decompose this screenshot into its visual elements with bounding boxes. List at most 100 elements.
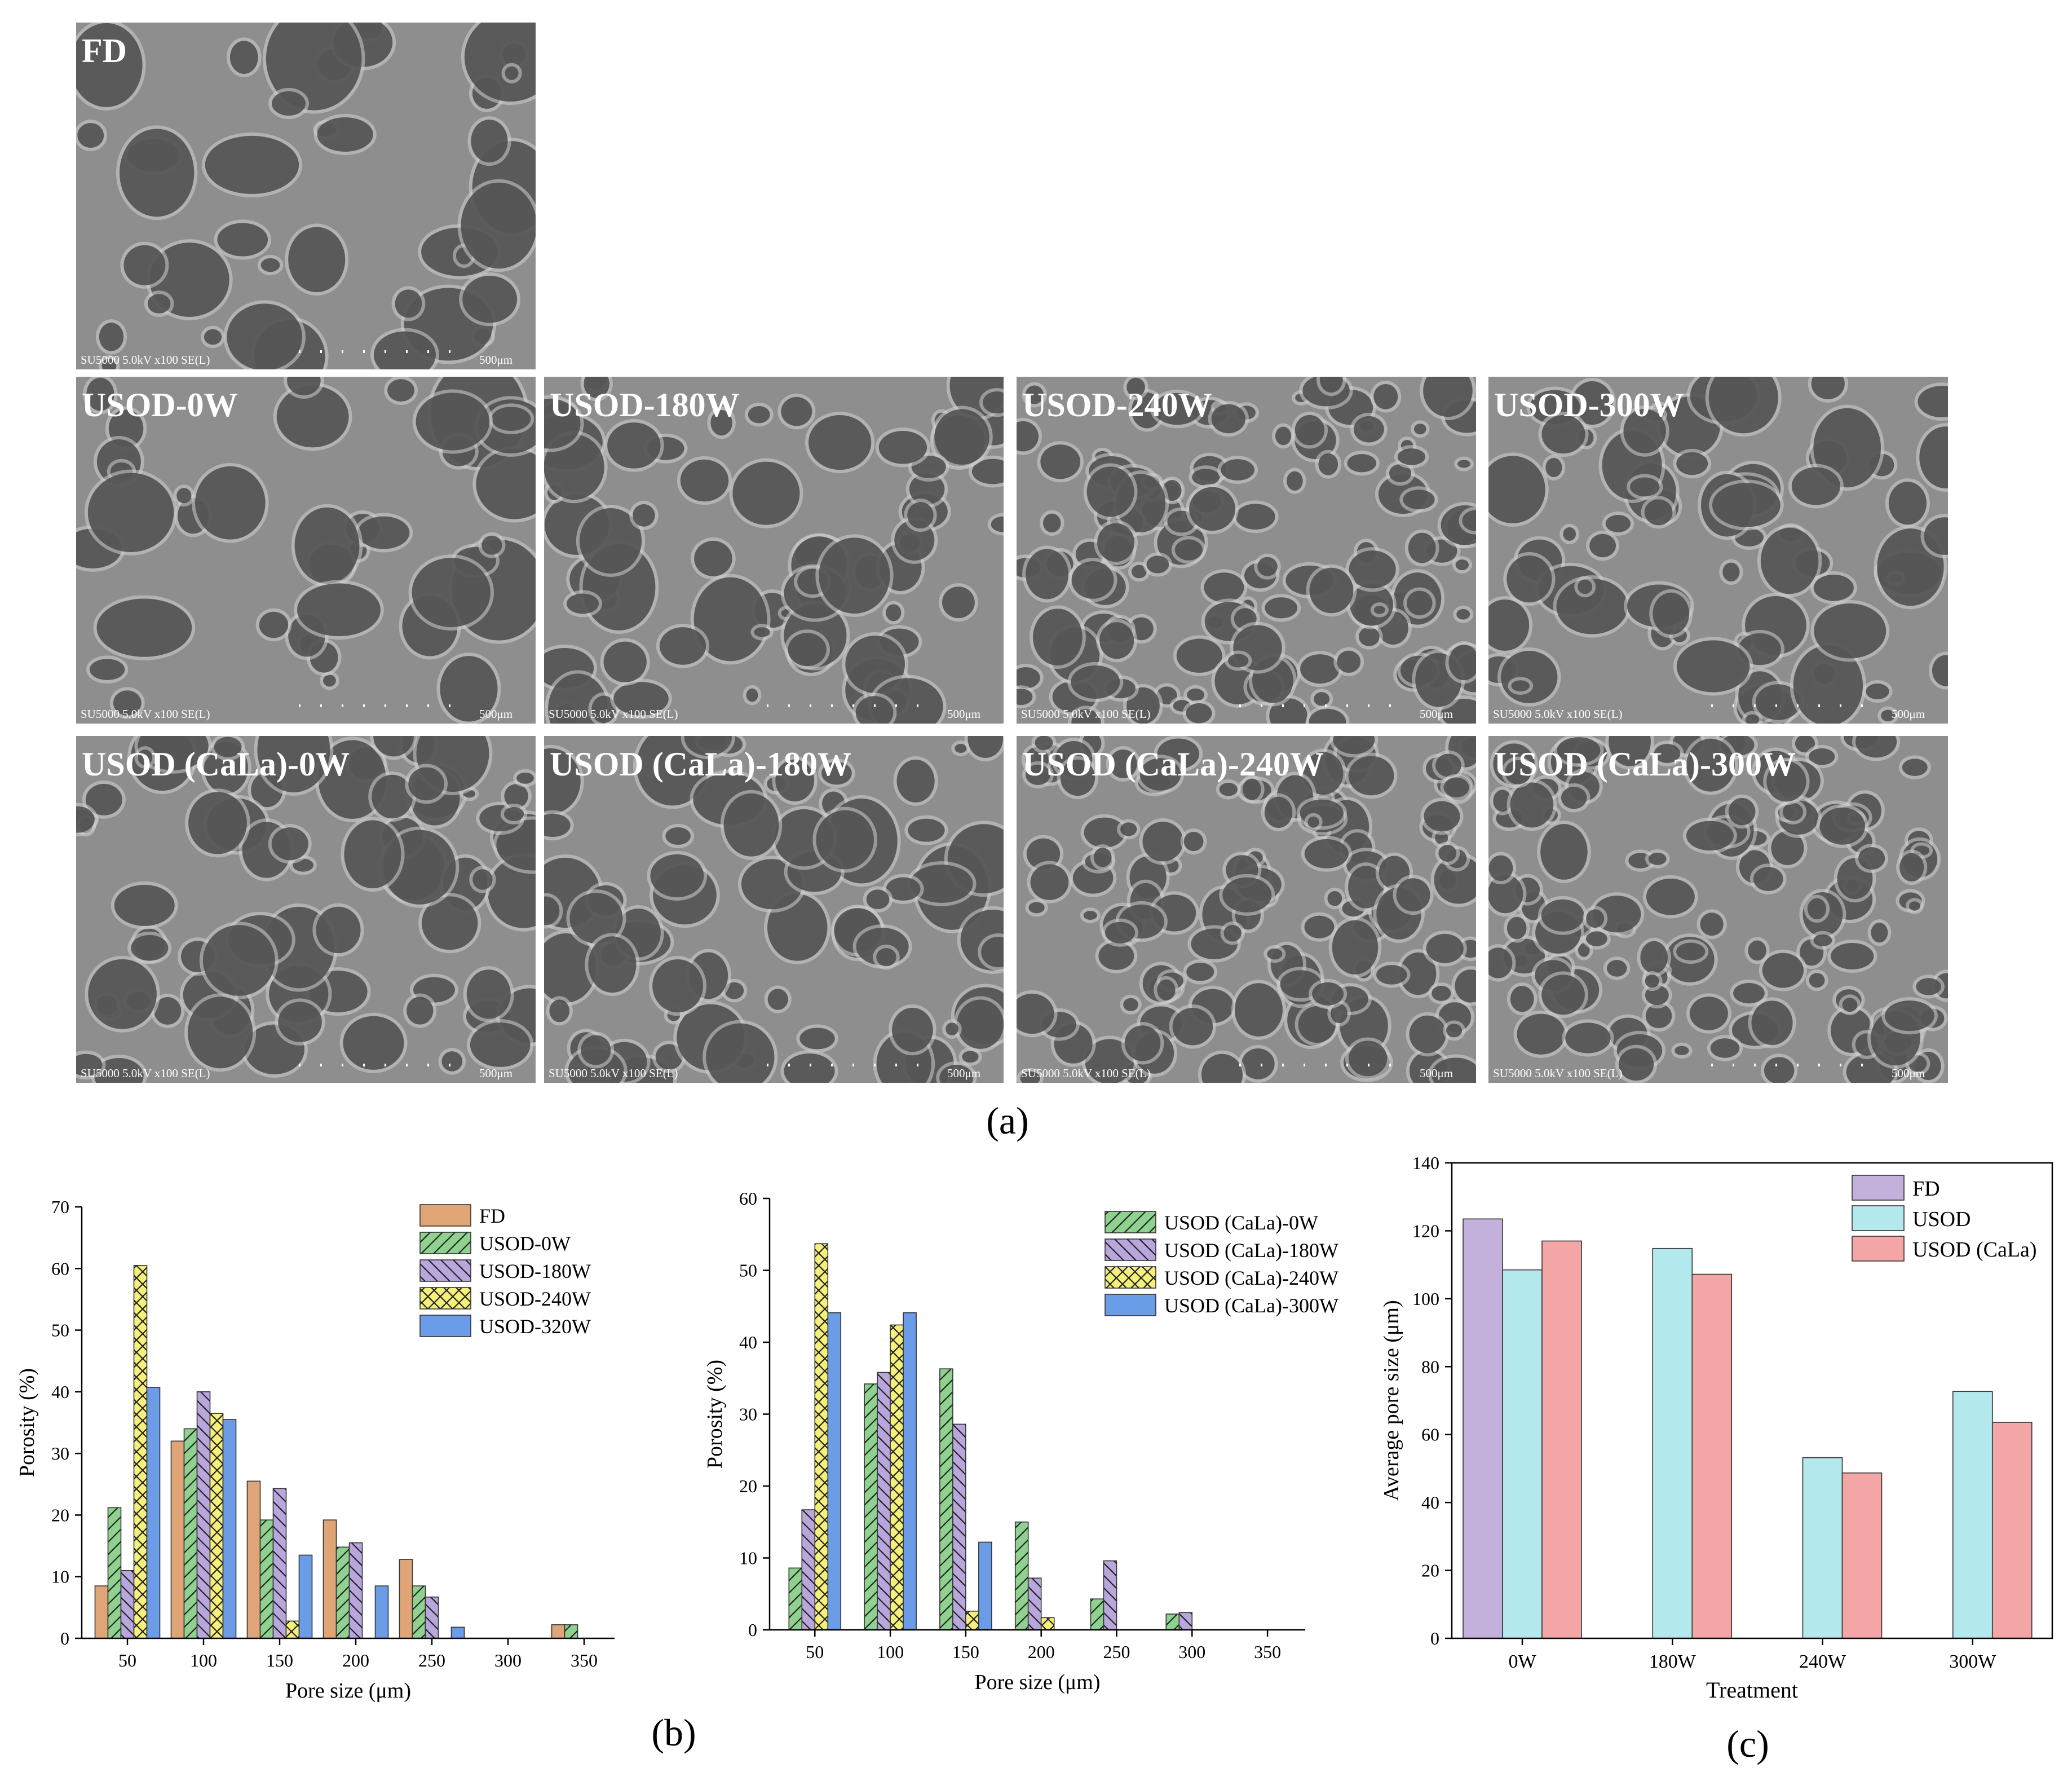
sem-caption: SU5000 5.0kV x100 SE(L) xyxy=(81,353,210,367)
sem-pore xyxy=(1541,899,1584,932)
bar xyxy=(1090,1598,1105,1630)
sem-scale-tick xyxy=(852,704,854,707)
bar xyxy=(348,1542,363,1639)
sem-pore xyxy=(544,896,560,925)
sem-scale-tick xyxy=(1325,704,1327,707)
sem-pore xyxy=(503,806,524,821)
sem-pore xyxy=(227,303,303,369)
x-tick-label: 250 xyxy=(418,1650,445,1670)
sem-pore xyxy=(1017,993,1054,1034)
legend-item-fd: FD xyxy=(419,1204,505,1227)
sem-pore xyxy=(1888,482,1927,525)
sem-pore xyxy=(1432,1057,1476,1083)
sem-scale-tick xyxy=(1389,704,1391,707)
sem-pore xyxy=(1565,1022,1611,1053)
sem-pore xyxy=(724,982,744,999)
sem-pore xyxy=(1793,645,1863,724)
sem-pore xyxy=(723,793,779,857)
sem-scale-tick xyxy=(1368,704,1369,707)
bar xyxy=(551,1624,566,1639)
sem-pore xyxy=(1791,467,1840,505)
y-tick-label: 50 xyxy=(739,1260,757,1281)
sem-pore xyxy=(967,736,1003,758)
y-tick-label: 30 xyxy=(51,1443,69,1463)
y-tick-label: 40 xyxy=(1421,1492,1439,1513)
sem-pore xyxy=(214,737,242,757)
sem-pore xyxy=(1348,866,1384,909)
sem-scale-tick xyxy=(1711,704,1713,707)
sem-pore xyxy=(1219,782,1238,796)
sem-pore xyxy=(1071,665,1120,699)
sem-pore xyxy=(942,587,975,619)
sem-pore xyxy=(1105,922,1136,944)
sem-pore xyxy=(1174,539,1203,561)
sem-pore xyxy=(1403,490,1435,510)
sem-pore-texture xyxy=(1017,736,1476,1083)
sem-pore xyxy=(1146,556,1169,574)
sem-pore xyxy=(767,989,788,1010)
sem-pore xyxy=(1265,597,1298,619)
sem-pore xyxy=(1506,555,1552,603)
x-tick-label: 100 xyxy=(877,1642,904,1662)
bar xyxy=(1103,1560,1117,1630)
legend-label: USOD (CaLa) xyxy=(1912,1238,2037,1262)
sem-pore xyxy=(1028,902,1045,914)
sem-scale-tick xyxy=(1840,704,1841,707)
sem-pore xyxy=(1733,982,1765,1004)
sem-scale-tick xyxy=(1818,1064,1820,1066)
sem-scale-tick xyxy=(874,1064,876,1066)
sem-pore xyxy=(1319,377,1343,393)
sem-pore xyxy=(1287,471,1303,491)
y-tick-label: 120 xyxy=(1412,1220,1439,1241)
sem-pore xyxy=(1871,922,1888,943)
sem-pore xyxy=(693,577,767,662)
sem-pore xyxy=(1349,550,1396,589)
y-tick-label: 0 xyxy=(60,1628,69,1648)
sem-pore xyxy=(1916,978,1941,995)
legend-swatch xyxy=(1852,1175,1905,1201)
sem-scale-tick xyxy=(385,1064,386,1066)
average-pore-size-chart: 0W 180W 240W 300W 0 20 40 60 80 100 120 140 Treatmen… xyxy=(1380,1153,2053,1703)
x-tick-label: 100 xyxy=(190,1650,217,1670)
bar xyxy=(1040,1617,1055,1630)
sem-pore xyxy=(1455,559,1469,571)
sem-pore xyxy=(1809,973,1825,988)
sem-pore xyxy=(1814,603,1887,659)
sem-scale-tick xyxy=(406,1064,408,1066)
sem-pore xyxy=(1908,901,1920,911)
series-usod-240w xyxy=(133,1265,300,1639)
sem-pore xyxy=(1501,651,1558,703)
bar xyxy=(1014,1521,1029,1630)
legend: FD USOD USOD (CaLa) xyxy=(1852,1175,2037,1262)
bar xyxy=(814,1243,829,1630)
sem-pore xyxy=(323,675,336,687)
sem-panel-label: USOD (CaLa)-0W xyxy=(82,746,350,783)
sem-pore xyxy=(476,449,536,519)
sem-pore xyxy=(684,736,732,756)
sem-scale-tick xyxy=(385,704,386,707)
bar xyxy=(965,1611,979,1630)
sem-pore xyxy=(1123,998,1138,1011)
sem-panel-usod-cala-180w: USOD (CaLa)-180W SU5000 5.0kV x100 SE(L) 5… xyxy=(544,736,1004,1083)
sem-pore xyxy=(1235,504,1275,530)
sem-pore xyxy=(908,818,945,842)
sem-pore xyxy=(1710,1038,1740,1058)
sem-pore xyxy=(1924,517,1948,555)
sem-pore xyxy=(821,761,852,785)
sem-pore xyxy=(544,813,571,837)
sem-pore xyxy=(412,558,491,628)
sem-pore xyxy=(1686,821,1734,851)
sem-pore xyxy=(1541,975,1585,1015)
sem-pore xyxy=(1400,952,1437,995)
sem-pore xyxy=(1083,910,1097,920)
sem-pore xyxy=(202,925,275,996)
sem-pore xyxy=(1267,948,1283,960)
sem-scale-tick xyxy=(449,1064,450,1066)
sem-pore xyxy=(76,23,143,107)
sem-pore xyxy=(886,877,921,901)
sem-pore xyxy=(271,827,308,861)
sem-pore xyxy=(466,969,511,1019)
sem-pore xyxy=(1099,622,1134,659)
x-tick-label: 300 xyxy=(1178,1642,1205,1662)
sem-scale-tick xyxy=(342,704,343,707)
